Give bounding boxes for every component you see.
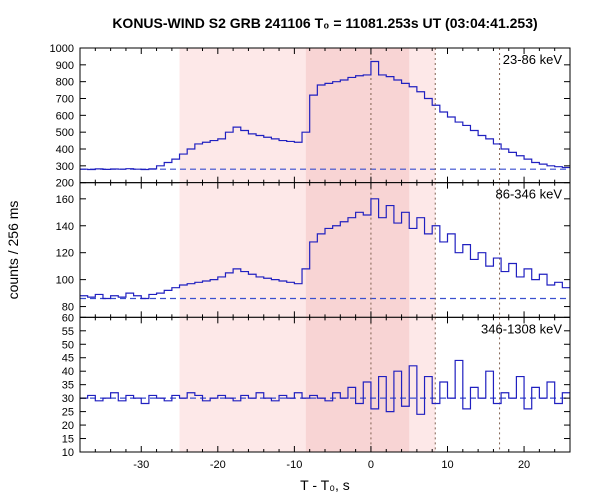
xtick-label: -20 bbox=[210, 459, 226, 471]
panel-label: 23-86 keV bbox=[503, 52, 563, 67]
ytick-label: 160 bbox=[56, 194, 74, 206]
ytick-label: 140 bbox=[56, 221, 74, 233]
ytick-label: 120 bbox=[56, 248, 74, 260]
ytick-label: 10 bbox=[62, 447, 74, 459]
ytick-label: 700 bbox=[56, 94, 74, 106]
ytick-label: 60 bbox=[62, 312, 74, 324]
xtick-label: 10 bbox=[441, 459, 453, 471]
ytick-label: 20 bbox=[62, 420, 74, 432]
xtick-label: -10 bbox=[286, 459, 302, 471]
ytick-label: 100 bbox=[56, 275, 74, 287]
ytick-label: 35 bbox=[62, 380, 74, 392]
xtick-label: -30 bbox=[133, 459, 149, 471]
ytick-label: 15 bbox=[62, 434, 74, 446]
ytick-label: 40 bbox=[62, 366, 74, 378]
ytick-label: 500 bbox=[56, 127, 74, 139]
ytick-label: 45 bbox=[62, 353, 74, 365]
ytick-label: 55 bbox=[62, 326, 74, 338]
shade-inner bbox=[306, 48, 409, 183]
x-axis-label: T - T₀, s bbox=[300, 477, 350, 493]
ytick-label: 30 bbox=[62, 393, 74, 405]
xtick-label: 20 bbox=[518, 459, 530, 471]
chart-title: KONUS-WIND S2 GRB 241106 T₀ = 11081.253s… bbox=[112, 15, 537, 31]
ytick-label: 600 bbox=[56, 110, 74, 122]
plot-svg: KONUS-WIND S2 GRB 241106 T₀ = 11081.253s… bbox=[0, 0, 600, 500]
chart-container: KONUS-WIND S2 GRB 241106 T₀ = 11081.253s… bbox=[0, 0, 600, 500]
ytick-label: 25 bbox=[62, 407, 74, 419]
panel-label: 346-1308 keV bbox=[481, 321, 562, 336]
ytick-label: 800 bbox=[56, 77, 74, 89]
ytick-label: 900 bbox=[56, 60, 74, 72]
y-axis-label: counts / 256 ms bbox=[5, 201, 21, 300]
ytick-label: 1000 bbox=[50, 43, 74, 55]
xtick-label: 0 bbox=[368, 459, 374, 471]
panel-label: 86-346 keV bbox=[496, 187, 563, 202]
ytick-label: 200 bbox=[56, 178, 74, 190]
ytick-label: 400 bbox=[56, 144, 74, 156]
shade-inner bbox=[306, 183, 409, 318]
ytick-label: 300 bbox=[56, 161, 74, 173]
ytick-label: 50 bbox=[62, 339, 74, 351]
